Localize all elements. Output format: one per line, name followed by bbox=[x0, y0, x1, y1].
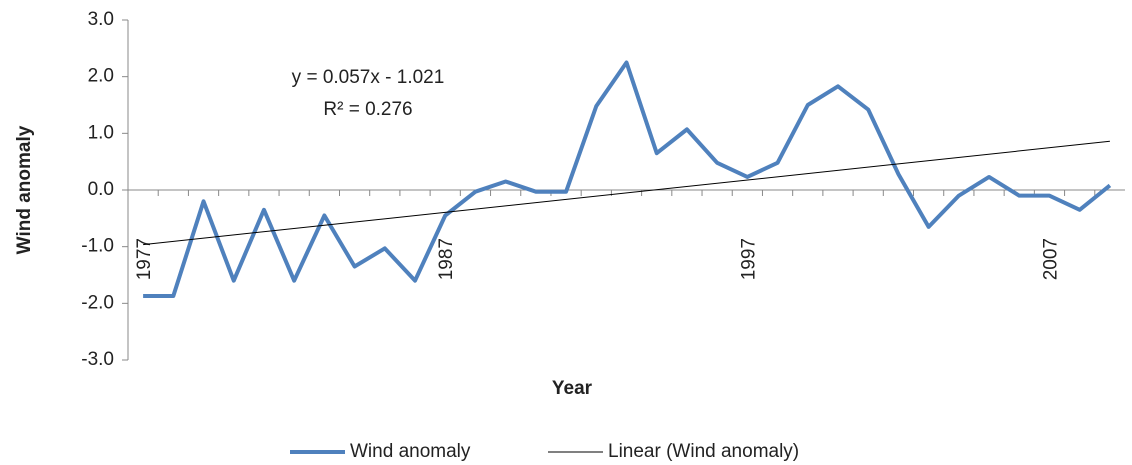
trend-r-squared: R² = 0.276 bbox=[323, 99, 412, 120]
data-line bbox=[143, 60, 1112, 298]
y-tick-label: 1.0 bbox=[88, 122, 114, 143]
x-tick-label: 1997 bbox=[738, 238, 759, 280]
x-tick-label: 1987 bbox=[436, 238, 457, 280]
y-tick-label: -2.0 bbox=[81, 292, 114, 313]
trend-equation: y = 0.057x - 1.021 bbox=[292, 67, 445, 88]
trend-line bbox=[143, 140, 1110, 246]
x-tick-label: 1977 bbox=[134, 238, 155, 280]
y-axis-title: Wind anomaly bbox=[14, 125, 35, 254]
x-tick-label: 2007 bbox=[1040, 238, 1061, 280]
y-tick-label: 3.0 bbox=[88, 9, 114, 30]
y-tick-label: -1.0 bbox=[81, 236, 114, 257]
legend-label: Linear (Wind anomaly) bbox=[608, 441, 799, 462]
y-tick-label: -3.0 bbox=[81, 349, 114, 370]
legend-label: Wind anomaly bbox=[350, 441, 471, 462]
x-axis-title: Year bbox=[552, 378, 593, 399]
y-tick-label: 2.0 bbox=[88, 66, 114, 87]
y-tick-label: 0.0 bbox=[88, 179, 114, 200]
